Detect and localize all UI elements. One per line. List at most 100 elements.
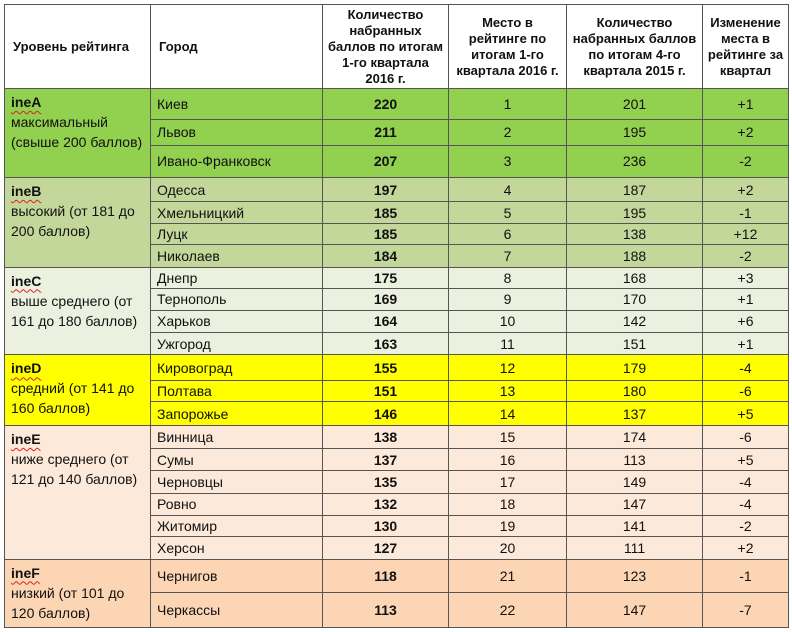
change-cell: +1: [702, 88, 789, 120]
header-row: Уровень рейтинга Город Количество набран…: [4, 4, 789, 89]
rating-level-cell: ineC выше среднего (от 161 до 180 баллов): [4, 266, 151, 356]
score-cell: 197: [322, 176, 449, 203]
score-cell: 138: [322, 424, 449, 450]
rating-level-description: выше среднего (от 161 до 180 баллов): [11, 292, 138, 329]
change-cell: +5: [702, 448, 789, 471]
change-cell: -2: [702, 514, 789, 538]
place-cell: 15: [448, 424, 567, 450]
place-cell: 7: [448, 244, 567, 268]
city-cell: Хмельницкий: [150, 201, 323, 224]
city-cell: Днепр: [150, 266, 323, 290]
table-row: Житомир 130 19 141 -2: [4, 514, 789, 538]
score-cell: 118: [322, 558, 449, 594]
table-body: ineA максимальный (свыше 200 баллов) Киев 2…: [4, 88, 789, 629]
change-cell: +2: [702, 118, 789, 147]
score-cell: 146: [322, 401, 449, 426]
score-cell: 169: [322, 288, 449, 311]
place-cell: 11: [448, 331, 567, 356]
rating-level-code: ineC: [11, 272, 42, 289]
rating-level-description: высокий (от 181 до 200 баллов): [11, 202, 135, 239]
change-cell: -2: [702, 244, 789, 268]
rating-level-description: низкий (от 101 до 120 баллов): [11, 584, 125, 621]
prev-score-cell: 168: [566, 266, 703, 290]
header-prev-score: Количество набранных баллов по итогам 4-…: [566, 4, 703, 89]
header-city: Город: [150, 4, 323, 89]
city-cell: Черкассы: [150, 592, 323, 628]
prev-score-cell: 113: [566, 448, 703, 471]
prev-score-cell: 137: [566, 401, 703, 426]
table-row: ineA максимальный (свыше 200 баллов) Киев 2…: [4, 88, 789, 178]
city-cell: Киев: [150, 88, 323, 120]
score-cell: 211: [322, 118, 449, 147]
place-cell: 21: [448, 558, 567, 594]
city-cell: Николаев: [150, 244, 323, 268]
change-cell: +3: [702, 266, 789, 290]
rating-level-code: ineA: [11, 94, 42, 110]
place-cell: 5: [448, 201, 567, 224]
table-row: Тернополь 169 9 170 +1: [4, 288, 789, 311]
place-cell: 17: [448, 469, 567, 495]
change-cell: -4: [702, 469, 789, 495]
city-cell: Запорожье: [150, 401, 323, 426]
prev-score-cell: 170: [566, 288, 703, 311]
prev-score-cell: 151: [566, 331, 703, 356]
table-row: Херсон 127 20 111 +2: [4, 536, 789, 560]
city-cell: Луцк: [150, 222, 323, 246]
prev-score-cell: 174: [566, 424, 703, 450]
change-cell: -6: [702, 424, 789, 450]
prev-score-cell: 111: [566, 536, 703, 560]
rating-level-cell: ineF низкий (от 101 до 120 баллов): [4, 558, 151, 629]
score-cell: 130: [322, 514, 449, 538]
score-cell: 137: [322, 448, 449, 471]
score-cell: 184: [322, 244, 449, 268]
rating-level-code: ineB: [11, 182, 42, 199]
table-row: Черновцы 135 17 149 -4: [4, 469, 789, 495]
prev-score-cell: 180: [566, 379, 703, 403]
change-cell: -2: [702, 145, 789, 178]
place-cell: 16: [448, 448, 567, 471]
change-cell: -4: [702, 493, 789, 516]
table-row: Ужгород 163 11 151 +1: [4, 331, 789, 356]
city-cell: Львов: [150, 118, 323, 147]
city-cell: Полтава: [150, 379, 323, 403]
change-cell: +12: [702, 222, 789, 246]
header-score: Количество набранных баллов по итогам 1-…: [322, 4, 449, 89]
table-row: ineF низкий (от 101 до 120 баллов) Черниго…: [4, 558, 789, 629]
prev-score-cell: 123: [566, 558, 703, 594]
prev-score-cell: 179: [566, 354, 703, 381]
place-cell: 13: [448, 379, 567, 403]
place-cell: 2: [448, 118, 567, 147]
place-cell: 4: [448, 176, 567, 203]
city-cell: Ровно: [150, 493, 323, 516]
change-cell: -6: [702, 379, 789, 403]
rating-level-code: ineF: [11, 564, 40, 581]
score-cell: 185: [322, 201, 449, 224]
change-cell: +6: [702, 309, 789, 333]
table-row: Сумы 137 16 113 +5: [4, 448, 789, 471]
change-cell: -4: [702, 354, 789, 381]
change-cell: -1: [702, 558, 789, 594]
city-cell: Харьков: [150, 309, 323, 333]
prev-score-cell: 138: [566, 222, 703, 246]
change-cell: +2: [702, 176, 789, 203]
table-row: Луцк 185 6 138 +12: [4, 222, 789, 246]
table-row: ineE ниже среднего (от 121 до 140 баллов)…: [4, 424, 789, 560]
prev-score-cell: 142: [566, 309, 703, 333]
place-cell: 6: [448, 222, 567, 246]
change-cell: +1: [702, 288, 789, 311]
city-cell: Черновцы: [150, 469, 323, 495]
header-level: Уровень рейтинга: [4, 4, 151, 89]
city-cell: Ивано-Франковск: [150, 145, 323, 178]
table-row: Запорожье 146 14 137 +5: [4, 401, 789, 426]
table-row: Харьков 164 10 142 +6: [4, 309, 789, 333]
header-change: Изменение места в рейтинге за квартал: [702, 4, 789, 89]
table-row: ineD средний (от 141 до 160 баллов) Кирово…: [4, 354, 789, 426]
score-cell: 155: [322, 354, 449, 381]
rating-level-description: максимальный (свыше 200 баллов): [11, 114, 143, 150]
change-cell: -7: [702, 592, 789, 628]
city-cell: Чернигов: [150, 558, 323, 594]
place-cell: 12: [448, 354, 567, 381]
city-cell: Херсон: [150, 536, 323, 560]
rating-level-cell: ineE ниже среднего (от 121 до 140 баллов): [4, 424, 151, 560]
city-cell: Винница: [150, 424, 323, 450]
